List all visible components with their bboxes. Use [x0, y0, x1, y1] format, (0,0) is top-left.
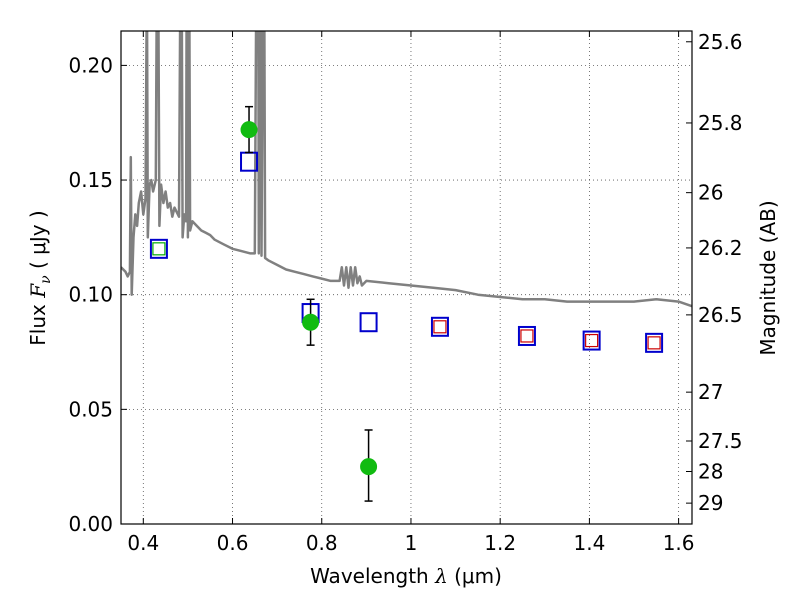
mag-tick-label: 26.5: [698, 303, 743, 327]
model-flux-square: [645, 332, 664, 353]
ticks: 0.4 0.6 0.8 1 1.2 1.4 1.6 0.00 0.05 0.10 0.15 0.20 2…: [68, 30, 742, 555]
mag-tick-label: 29: [698, 491, 723, 515]
observed-flux-point: [360, 458, 378, 476]
spectrum-line: [121, 31, 692, 308]
model-flux-square: [582, 330, 601, 351]
inner-flux-square: [647, 336, 661, 350]
mag-tick-label: 25.6: [698, 30, 743, 54]
mag-tick-label: 26: [698, 181, 723, 205]
plot-marks: [121, 31, 692, 353]
x-tick-label: 1: [405, 531, 418, 555]
x-tick-label: 1.6: [663, 531, 695, 555]
y-tick-label: 0.00: [68, 512, 113, 536]
model-flux-square: [359, 312, 378, 333]
x-tick-label: 0.8: [306, 531, 338, 555]
observed-flux-point: [240, 121, 258, 139]
y-tick-label: 0.10: [68, 283, 113, 307]
mag-tick-label: 28: [698, 459, 723, 483]
x-tick-label: 1.2: [484, 531, 516, 555]
inner-flux-square: [152, 242, 166, 256]
mag-tick-label: 27: [698, 380, 723, 404]
y-tick-label: 0.20: [68, 53, 113, 77]
inner-flux-square: [585, 333, 599, 348]
model-flux-square: [517, 325, 536, 346]
mag-tick-label: 27.5: [698, 429, 743, 453]
error-bars: [240, 105, 378, 502]
inner-flux-square: [520, 329, 534, 343]
plot-frame: [120, 30, 693, 525]
y-axis-right-label: Magnitude (AB): [756, 200, 780, 355]
y-tick-label: 0.05: [68, 397, 113, 421]
x-tick-label: 1.4: [573, 531, 605, 555]
x-tick-label: 0.4: [127, 531, 159, 555]
mag-tick-label: 25.8: [698, 111, 743, 135]
model-flux-square: [149, 238, 168, 259]
y-axis-label: Flux Fν ( μJy ): [26, 210, 54, 345]
observed-flux-point: [302, 313, 320, 331]
plot-area: [121, 31, 692, 524]
y-tick-label: 0.15: [68, 168, 113, 192]
x-tick-label: 0.6: [217, 531, 249, 555]
model-flux-square: [430, 316, 449, 337]
x-axis-label: Wavelength λ (μm): [310, 564, 502, 588]
mag-tick-label: 26.2: [698, 236, 743, 260]
inner-flux-square: [433, 320, 447, 334]
